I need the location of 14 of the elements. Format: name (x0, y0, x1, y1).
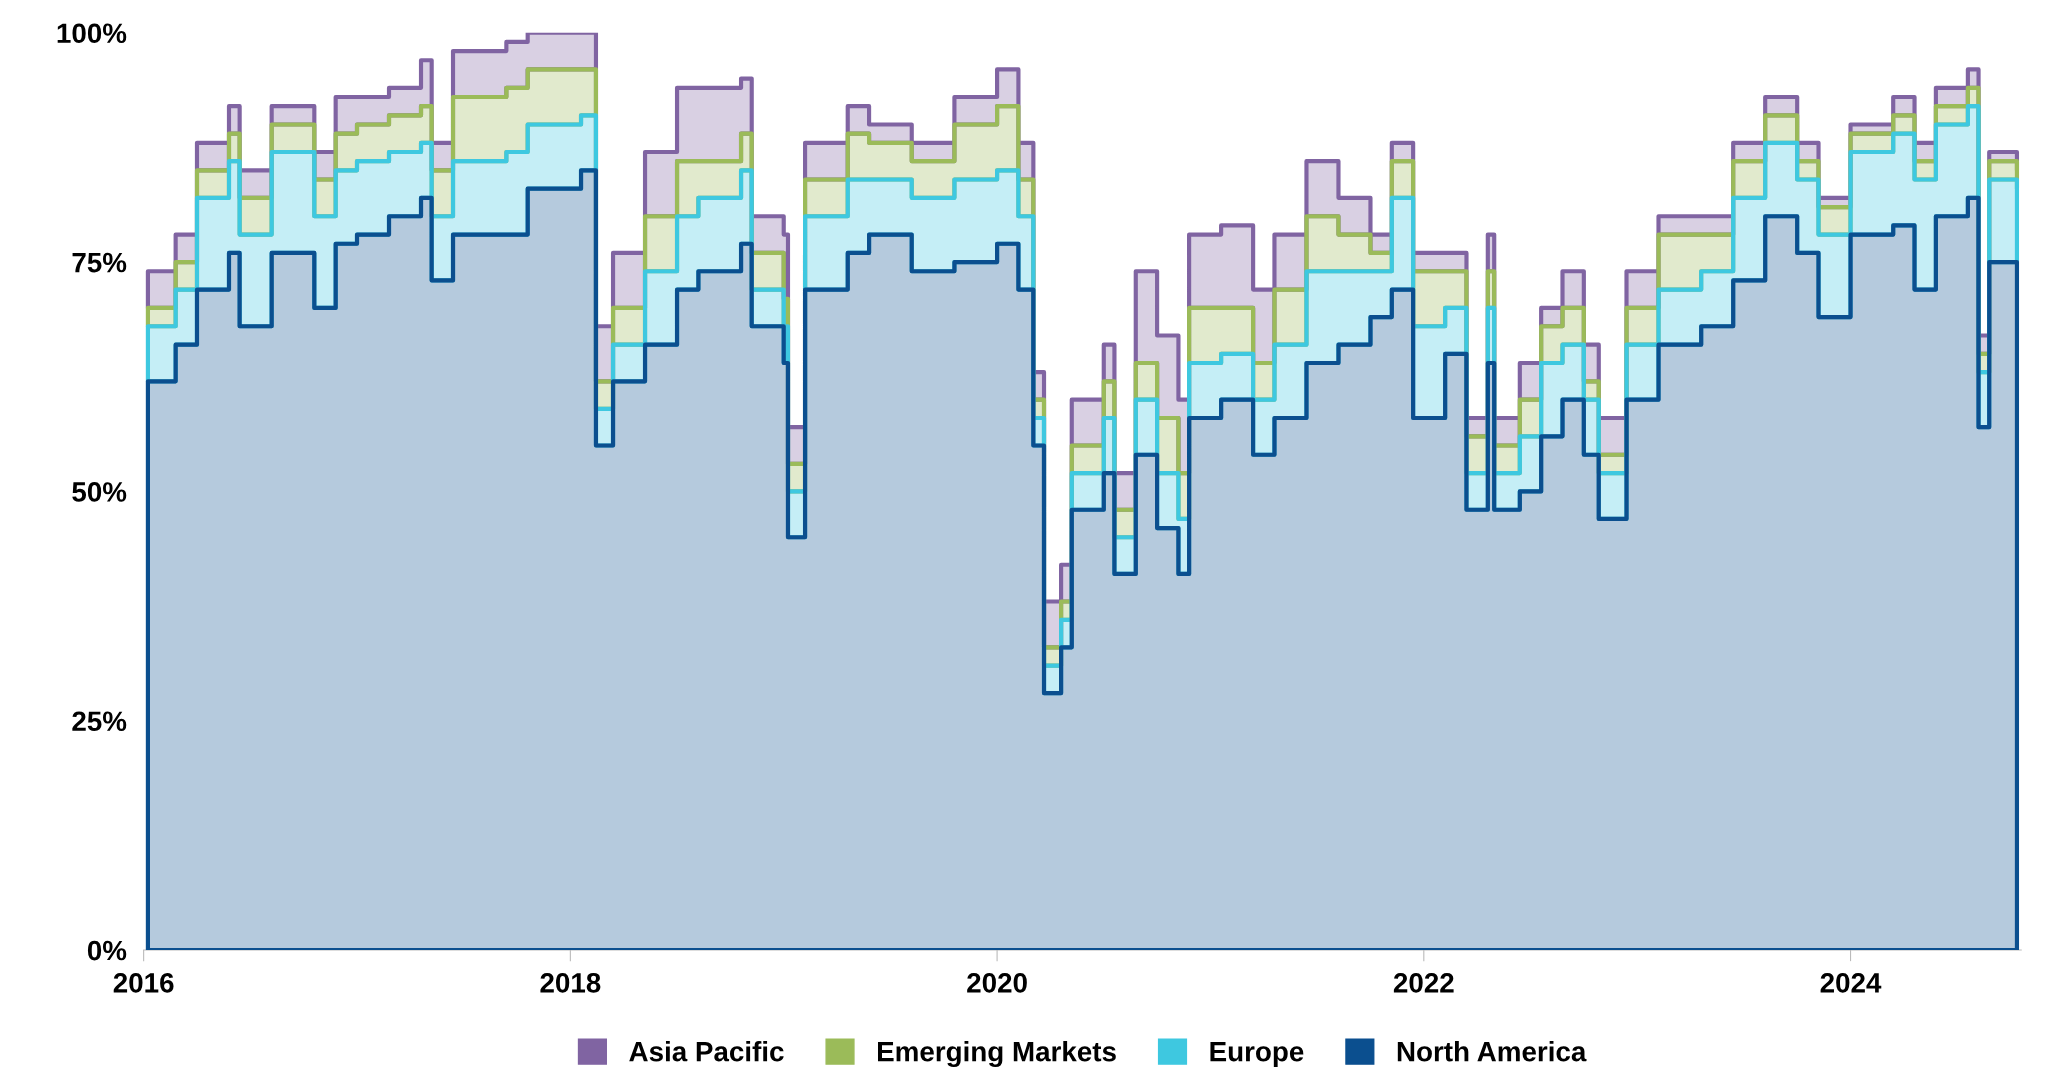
x-tick-label: 2018 (540, 973, 601, 993)
legend-label: Asia Pacific (629, 1041, 784, 1062)
x-tick-label: 2022 (1393, 973, 1454, 993)
y-tick-label: 50% (72, 482, 127, 502)
y-tick-label: 0% (87, 940, 127, 961)
y-tick-label: 25% (72, 711, 127, 732)
x-tick-label: 2020 (967, 973, 1027, 993)
x-tick-label: 2024 (1820, 973, 1882, 993)
legend-label: Europe (1210, 1042, 1304, 1067)
y-tick-label: 100% (57, 23, 127, 44)
legend-label: Emerging Markets (878, 1041, 1116, 1068)
y-tick-label: 75% (72, 252, 127, 273)
x-tick-label: 2016 (113, 973, 174, 993)
legend-label: North America (1397, 1041, 1587, 1062)
